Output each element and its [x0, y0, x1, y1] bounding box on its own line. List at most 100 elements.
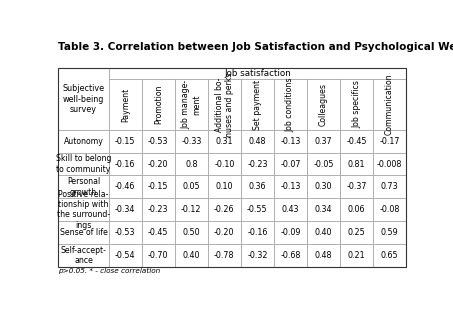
Bar	[274, 244, 307, 267]
Bar	[142, 79, 175, 130]
Text: -0.54: -0.54	[115, 251, 135, 260]
Text: 0.31: 0.31	[216, 137, 233, 146]
Text: -0.16: -0.16	[115, 160, 135, 168]
Bar	[274, 79, 307, 130]
Bar	[142, 244, 175, 267]
Text: -0.53: -0.53	[148, 137, 169, 146]
Text: -0.07: -0.07	[280, 160, 301, 168]
Bar	[109, 198, 142, 221]
Text: -0.68: -0.68	[280, 251, 301, 260]
Text: -0.32: -0.32	[247, 251, 268, 260]
Text: -0.33: -0.33	[181, 137, 202, 146]
Text: Personal
growth: Personal growth	[67, 177, 100, 197]
Bar	[274, 175, 307, 198]
Text: Set payment: Set payment	[253, 79, 262, 130]
Text: -0.16: -0.16	[247, 228, 268, 237]
Text: 0.59: 0.59	[381, 228, 398, 237]
Bar	[58, 68, 406, 267]
Bar	[274, 153, 307, 175]
Text: -0.55: -0.55	[247, 205, 268, 214]
Bar	[241, 79, 274, 130]
Bar	[208, 153, 241, 175]
Text: Additional bo-
nuses and perks: Additional bo- nuses and perks	[215, 72, 234, 137]
Text: 0.05: 0.05	[183, 182, 200, 191]
Bar	[175, 153, 208, 175]
Bar	[307, 175, 340, 198]
Bar	[373, 175, 406, 198]
Text: -0.37: -0.37	[346, 182, 366, 191]
Text: 0.36: 0.36	[249, 182, 266, 191]
Text: -0.45: -0.45	[346, 137, 366, 146]
Bar	[274, 130, 307, 153]
Text: -0.78: -0.78	[214, 251, 235, 260]
Bar	[340, 244, 373, 267]
Text: -0.10: -0.10	[214, 160, 235, 168]
Text: -0.26: -0.26	[214, 205, 235, 214]
Text: -0.34: -0.34	[115, 205, 135, 214]
Text: Table 3. Correlation between Job Satisfaction and Psychological Well-being.: Table 3. Correlation between Job Satisfa…	[58, 42, 453, 52]
Bar	[58, 221, 109, 244]
Bar	[58, 68, 109, 130]
Text: -0.70: -0.70	[148, 251, 169, 260]
Bar	[109, 221, 142, 244]
Bar	[208, 198, 241, 221]
Bar	[307, 244, 340, 267]
Text: Sense of life: Sense of life	[60, 228, 107, 237]
Text: -0.45: -0.45	[148, 228, 169, 237]
Text: Job manage-
ment: Job manage- ment	[182, 80, 201, 129]
Text: 0.21: 0.21	[347, 251, 365, 260]
Bar	[274, 221, 307, 244]
Bar	[142, 175, 175, 198]
Bar	[58, 198, 109, 221]
Text: -0.13: -0.13	[280, 182, 301, 191]
Text: Self-accept-
ance: Self-accept- ance	[61, 246, 106, 265]
Text: 0.40: 0.40	[183, 251, 200, 260]
Bar	[208, 221, 241, 244]
Bar	[109, 68, 406, 79]
Bar	[274, 198, 307, 221]
Text: 0.8: 0.8	[185, 160, 198, 168]
Text: 0.48: 0.48	[249, 137, 266, 146]
Bar	[142, 221, 175, 244]
Text: Job conditions: Job conditions	[286, 77, 295, 132]
Bar	[175, 130, 208, 153]
Bar	[175, 198, 208, 221]
Bar	[340, 79, 373, 130]
Text: 0.73: 0.73	[381, 182, 398, 191]
Text: Promotion: Promotion	[154, 85, 163, 124]
Bar	[109, 153, 142, 175]
Bar	[340, 221, 373, 244]
Text: Positive rela-
tionship with
the surround-
ings: Positive rela- tionship with the surroun…	[57, 190, 110, 230]
Text: -0.008: -0.008	[377, 160, 402, 168]
Bar	[208, 79, 241, 130]
Text: -0.53: -0.53	[115, 228, 135, 237]
Text: -0.20: -0.20	[214, 228, 235, 237]
Bar	[175, 79, 208, 130]
Bar	[373, 79, 406, 130]
Bar	[307, 130, 340, 153]
Text: -0.12: -0.12	[181, 205, 202, 214]
Text: Colleagues: Colleagues	[319, 83, 328, 126]
Text: 0.50: 0.50	[183, 228, 200, 237]
Bar	[58, 130, 109, 153]
Text: 0.48: 0.48	[315, 251, 332, 260]
Text: -0.13: -0.13	[280, 137, 301, 146]
Bar	[373, 130, 406, 153]
Text: 0.34: 0.34	[315, 205, 332, 214]
Bar	[109, 175, 142, 198]
Text: Payment: Payment	[121, 88, 130, 122]
Bar	[340, 198, 373, 221]
Text: Job satisfaction: Job satisfaction	[224, 69, 291, 78]
Text: p>0.05. * - close correlation: p>0.05. * - close correlation	[58, 268, 161, 274]
Bar	[373, 153, 406, 175]
Bar	[241, 244, 274, 267]
Text: -0.15: -0.15	[115, 137, 135, 146]
Text: 0.30: 0.30	[315, 182, 332, 191]
Text: 0.25: 0.25	[347, 228, 365, 237]
Bar	[175, 244, 208, 267]
Bar	[58, 153, 109, 175]
Bar	[340, 153, 373, 175]
Bar	[307, 198, 340, 221]
Bar	[241, 198, 274, 221]
Text: -0.05: -0.05	[313, 160, 334, 168]
